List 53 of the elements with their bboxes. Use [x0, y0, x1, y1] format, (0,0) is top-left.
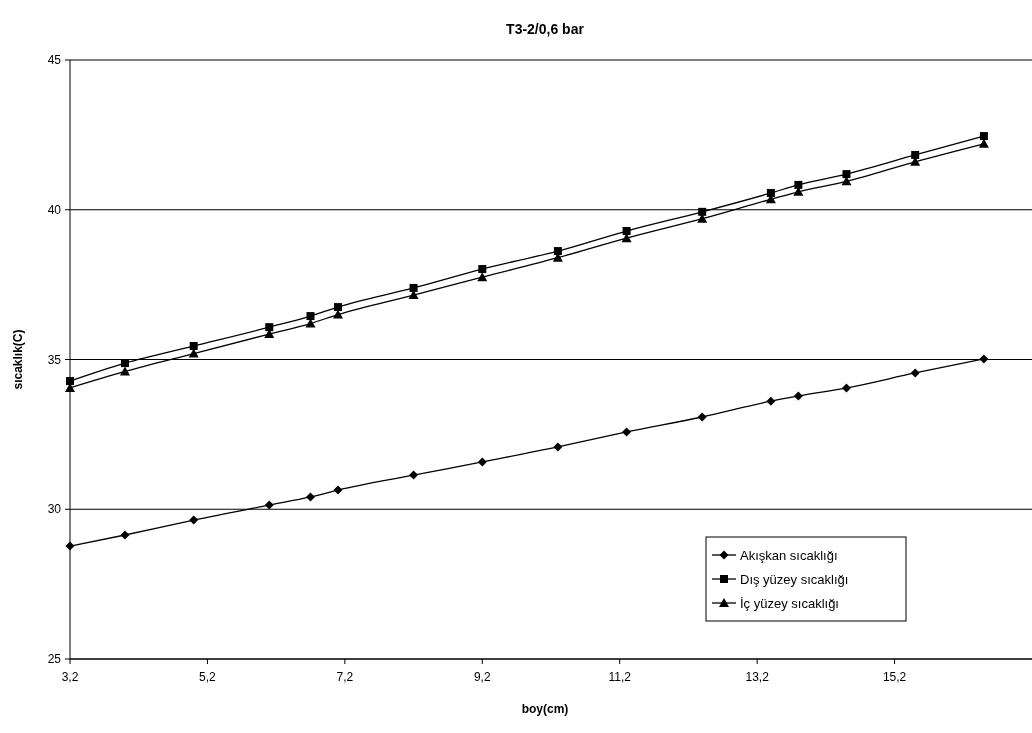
- y-axis-title: sıcaklık(C): [11, 329, 25, 390]
- point: [409, 470, 419, 480]
- point: [306, 312, 315, 321]
- point: [477, 457, 487, 467]
- point: [979, 132, 988, 141]
- y-tick-label: 35: [47, 352, 62, 367]
- x-axis-title: boy(cm): [521, 702, 569, 716]
- point: [333, 485, 343, 495]
- y-tick-label: 30: [47, 502, 62, 517]
- y-tick-label: 25: [47, 652, 62, 667]
- point: [766, 396, 776, 406]
- point: [120, 530, 130, 540]
- x-tick-label: 13,2: [745, 670, 770, 684]
- point: [979, 354, 989, 364]
- x-tick-label: 9,2: [473, 670, 491, 684]
- x-tick-label: 15,2: [882, 670, 907, 684]
- point: [841, 383, 851, 393]
- point: [622, 227, 631, 236]
- point: [409, 283, 418, 292]
- point: [622, 427, 632, 437]
- point: [478, 265, 487, 274]
- x-tick-label: 5,2: [199, 670, 217, 684]
- y-tick-label: 45: [47, 53, 62, 68]
- point: [265, 323, 274, 332]
- point: [793, 391, 803, 401]
- point: [264, 500, 274, 510]
- point: [189, 342, 198, 351]
- x-tick-label: 7,2: [336, 670, 354, 684]
- point: [119, 366, 130, 376]
- point: [477, 272, 488, 282]
- point: [306, 492, 315, 502]
- point: [189, 515, 199, 525]
- point: [408, 290, 419, 300]
- y-tick-label: 40: [47, 202, 62, 217]
- legend-label: İç yüzey sıcaklığı: [740, 595, 839, 611]
- point: [65, 541, 75, 551]
- point: [697, 412, 707, 422]
- legend-label: Akışkan sıcaklığı: [740, 547, 838, 563]
- point: [766, 188, 775, 197]
- x-tick-label: 11,2: [608, 670, 632, 684]
- point: [120, 359, 129, 368]
- point: [794, 180, 803, 189]
- point: [698, 207, 707, 216]
- point: [66, 377, 74, 386]
- point: [333, 303, 342, 312]
- point: [910, 368, 920, 378]
- chart-title: T3-2/0,6 bar: [506, 21, 585, 37]
- legend-label: Dış yüzey sıcaklığı: [740, 571, 849, 587]
- point: [553, 442, 563, 452]
- point: [842, 170, 851, 179]
- x-tick-label: 3,2: [61, 670, 79, 684]
- point: [553, 247, 562, 256]
- point: [911, 150, 920, 159]
